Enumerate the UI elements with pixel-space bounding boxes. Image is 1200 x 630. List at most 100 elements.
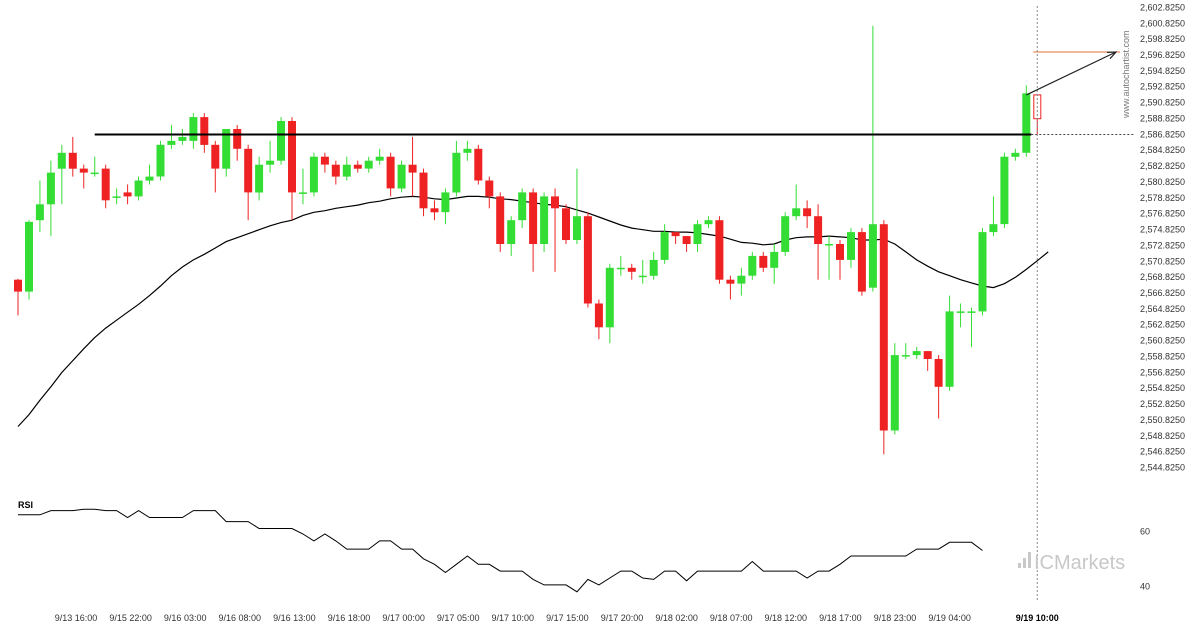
candle — [562, 204, 570, 244]
candle-body — [25, 221, 33, 292]
candle — [299, 168, 307, 205]
candle — [244, 144, 253, 221]
candle-body — [189, 117, 198, 141]
price-tick-label: 2,564.8250 — [1140, 304, 1185, 314]
candle-body — [397, 164, 406, 189]
price-tick-label: 2,596.8250 — [1140, 50, 1185, 60]
candle — [386, 152, 395, 197]
candle-body — [551, 196, 559, 209]
candle-body — [1022, 93, 1031, 153]
time-tick-label: 9/16 03:00 — [164, 613, 207, 623]
candle-body — [200, 117, 209, 145]
time-tick-label: 9/18 23:00 — [874, 613, 917, 623]
candle — [660, 224, 669, 264]
candle — [474, 144, 483, 185]
candle — [309, 152, 318, 197]
candle-body — [671, 232, 680, 237]
rsi-tick-label: 60 — [1140, 526, 1150, 536]
price-tick-label: 2,598.8250 — [1140, 34, 1185, 44]
candle-body — [101, 168, 110, 201]
price-tick-label: 2,576.8250 — [1140, 209, 1185, 219]
candle-body — [178, 136, 187, 141]
price-tick-label: 2,600.8250 — [1140, 18, 1185, 28]
candle-body — [277, 121, 285, 161]
candle — [726, 275, 735, 300]
candle — [1011, 148, 1020, 161]
candle-body — [649, 259, 658, 276]
candle-body — [222, 129, 231, 169]
candle — [857, 228, 866, 296]
candle — [573, 168, 581, 244]
candles-layer — [14, 25, 1042, 455]
candle — [364, 156, 373, 173]
candle — [25, 220, 33, 300]
candle — [496, 192, 505, 252]
candle-body — [540, 196, 549, 244]
candle-body — [759, 255, 768, 268]
candle-body — [956, 311, 965, 313]
candle-body — [529, 192, 538, 244]
candle-body — [737, 275, 746, 284]
price-tick-label: 2,556.8250 — [1140, 367, 1185, 377]
time-tick-label: 9/17 00:00 — [382, 613, 425, 623]
candle — [890, 343, 899, 435]
candle-body — [978, 232, 987, 312]
candle — [353, 160, 362, 173]
candle — [518, 188, 527, 229]
candle-body — [836, 244, 844, 260]
price-tick-label: 2,548.8250 — [1140, 431, 1185, 441]
candle — [693, 220, 702, 252]
candle-body — [847, 232, 855, 260]
candle — [868, 25, 877, 292]
candle-body — [35, 204, 44, 221]
price-axis: 2,602.8250 2,600.8250 2,598.8250 2,596.8250… — [1140, 2, 1185, 472]
candle — [781, 212, 790, 256]
candle — [342, 156, 351, 181]
candle — [463, 140, 472, 161]
candle-body — [320, 156, 329, 165]
candle — [770, 244, 779, 284]
candle — [825, 236, 833, 280]
candle-body — [375, 156, 384, 161]
price-tick-label: 2,544.8250 — [1140, 463, 1185, 473]
candle-body — [781, 216, 790, 252]
candle — [441, 188, 450, 225]
candle — [583, 212, 592, 308]
candle — [1000, 152, 1009, 229]
candle — [408, 136, 417, 197]
price-tick-label: 2,588.8250 — [1140, 114, 1185, 124]
candle — [123, 184, 132, 205]
candle — [266, 140, 275, 173]
candle — [956, 303, 965, 328]
candle — [847, 228, 855, 268]
watermark: www.autochartist.com — [1121, 30, 1131, 119]
price-tick-label: 2,580.8250 — [1140, 177, 1185, 187]
candle — [68, 136, 77, 177]
candle — [430, 200, 439, 221]
candle — [320, 152, 329, 173]
candle — [200, 113, 209, 153]
candle-body — [134, 180, 143, 197]
candle — [638, 259, 647, 284]
time-tick-label: 9/17 10:00 — [492, 613, 535, 623]
candle-body — [562, 208, 570, 240]
price-tick-label: 2,574.8250 — [1140, 225, 1185, 235]
candle — [671, 232, 680, 244]
time-tick-label: 9/16 08:00 — [219, 613, 262, 623]
rsi-line — [18, 508, 983, 593]
candle-body — [605, 267, 614, 328]
candle — [759, 251, 768, 272]
candle-body — [419, 172, 428, 209]
candle — [978, 228, 987, 316]
candle-body — [485, 180, 494, 197]
candle — [1022, 85, 1031, 157]
candle — [945, 295, 954, 391]
candle — [79, 164, 88, 189]
candle-body — [255, 164, 264, 193]
candle-body — [463, 148, 472, 153]
candle — [331, 160, 340, 185]
price-tick-label: 2,558.8250 — [1140, 352, 1185, 362]
candle-body — [868, 224, 877, 288]
candle — [156, 140, 165, 181]
candle — [507, 216, 516, 256]
